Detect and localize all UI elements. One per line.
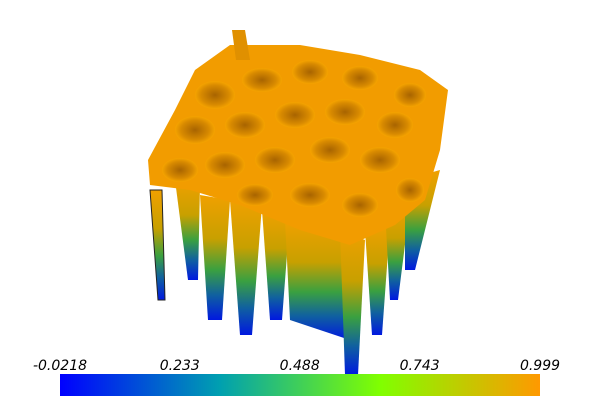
colorbar-tick-label: 0.233: [160, 358, 200, 374]
colorbar-tick-label: 0.488: [280, 358, 320, 374]
colorbar-tick-label: -0.0218: [33, 358, 87, 374]
colorbar: [60, 374, 540, 396]
colorbar-tick-label: 0.743: [400, 358, 440, 374]
colorbar-tick-label: 0.999: [520, 358, 560, 374]
surface: [148, 30, 448, 375]
